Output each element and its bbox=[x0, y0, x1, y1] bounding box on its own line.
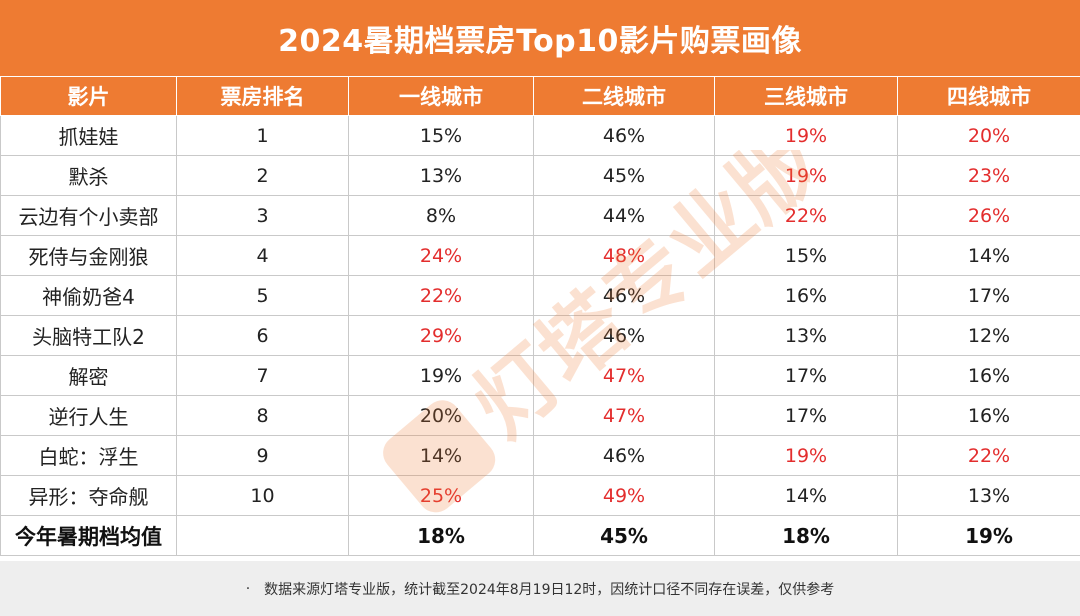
page-title: 2024暑期档票房Top10影片购票画像 bbox=[0, 0, 1080, 76]
tier3-cell: 16% bbox=[714, 275, 898, 316]
tier3-cell: 22% bbox=[714, 195, 898, 236]
tier4-cell: 13% bbox=[897, 475, 1080, 516]
tier3-cell: 19% bbox=[714, 435, 898, 476]
rank-cell: 5 bbox=[176, 275, 349, 316]
rank-cell: 4 bbox=[176, 235, 349, 276]
tier3-cell: 19% bbox=[714, 155, 898, 196]
tier2-cell: 47% bbox=[533, 355, 715, 396]
tier1-cell: 8% bbox=[348, 195, 534, 236]
average-tier2-cell: 45% bbox=[533, 515, 715, 556]
rank-cell: 7 bbox=[176, 355, 349, 396]
rank-cell: 3 bbox=[176, 195, 349, 236]
rank-cell: 2 bbox=[176, 155, 349, 196]
footer: · 数据来源灯塔专业版，统计截至2024年8月19日12时，因统计口径不同存在误… bbox=[0, 561, 1080, 616]
tier4-cell: 16% bbox=[897, 355, 1080, 396]
average-tier1-cell: 18% bbox=[348, 515, 534, 556]
table-row: 白蛇：浮生 9 14% 46% 19% 22% bbox=[0, 435, 1080, 476]
tier4-cell: 16% bbox=[897, 395, 1080, 436]
tier2-cell: 45% bbox=[533, 155, 715, 196]
header-tier4: 四线城市 bbox=[897, 76, 1080, 116]
tier4-cell: 17% bbox=[897, 275, 1080, 316]
tier3-cell: 15% bbox=[714, 235, 898, 276]
tier2-cell: 49% bbox=[533, 475, 715, 516]
tier4-cell: 22% bbox=[897, 435, 1080, 476]
film-name-cell: 逆行人生 bbox=[0, 395, 177, 436]
tier1-cell: 29% bbox=[348, 315, 534, 356]
rank-cell: 8 bbox=[176, 395, 349, 436]
tier3-cell: 17% bbox=[714, 395, 898, 436]
tier1-cell: 15% bbox=[348, 115, 534, 156]
footer-note: 数据来源灯塔专业版，统计截至2024年8月19日12时，因统计口径不同存在误差，… bbox=[264, 581, 835, 598]
tier3-cell: 17% bbox=[714, 355, 898, 396]
tier3-cell: 19% bbox=[714, 115, 898, 156]
average-tier4-cell: 19% bbox=[897, 515, 1080, 556]
film-name-cell: 白蛇：浮生 bbox=[0, 435, 177, 476]
table-row: 异形：夺命舰 10 25% 49% 14% 13% bbox=[0, 475, 1080, 516]
tier4-cell: 23% bbox=[897, 155, 1080, 196]
film-name-cell: 头脑特工队2 bbox=[0, 315, 177, 356]
tier2-cell: 46% bbox=[533, 435, 715, 476]
tier4-cell: 14% bbox=[897, 235, 1080, 276]
film-name-cell: 异形：夺命舰 bbox=[0, 475, 177, 516]
header-row: 影片 票房排名 一线城市 二线城市 三线城市 四线城市 bbox=[0, 76, 1080, 116]
header-tier1: 一线城市 bbox=[348, 76, 534, 116]
tier2-cell: 46% bbox=[533, 315, 715, 356]
average-label-cell: 今年暑期档均值 bbox=[0, 515, 177, 556]
table-row: 解密 7 19% 47% 17% 16% bbox=[0, 355, 1080, 396]
header-tier3: 三线城市 bbox=[714, 76, 898, 116]
film-name-cell: 抓娃娃 bbox=[0, 115, 177, 156]
rank-cell: 10 bbox=[176, 475, 349, 516]
tier3-cell: 14% bbox=[714, 475, 898, 516]
tier1-cell: 19% bbox=[348, 355, 534, 396]
table-row: 逆行人生 8 20% 47% 17% 16% bbox=[0, 395, 1080, 436]
tier3-cell: 13% bbox=[714, 315, 898, 356]
rank-cell: 6 bbox=[176, 315, 349, 356]
average-row: 今年暑期档均值 18% 45% 18% 19% bbox=[0, 515, 1080, 556]
header-tier2: 二线城市 bbox=[533, 76, 715, 116]
tier2-cell: 44% bbox=[533, 195, 715, 236]
header-rank: 票房排名 bbox=[176, 76, 349, 116]
rank-cell: 1 bbox=[176, 115, 349, 156]
tier1-cell: 20% bbox=[348, 395, 534, 436]
film-name-cell: 云边有个小卖部 bbox=[0, 195, 177, 236]
tier4-cell: 20% bbox=[897, 115, 1080, 156]
film-name-cell: 默杀 bbox=[0, 155, 177, 196]
table-row: 头脑特工队2 6 29% 46% 13% 12% bbox=[0, 315, 1080, 356]
tier1-cell: 14% bbox=[348, 435, 534, 476]
footer-bullet: · bbox=[245, 580, 251, 597]
average-tier3-cell: 18% bbox=[714, 515, 898, 556]
table-row: 抓娃娃 1 15% 46% 19% 20% bbox=[0, 115, 1080, 156]
tier1-cell: 13% bbox=[348, 155, 534, 196]
tier4-cell: 26% bbox=[897, 195, 1080, 236]
tier1-cell: 24% bbox=[348, 235, 534, 276]
tier1-cell: 22% bbox=[348, 275, 534, 316]
table-row: 默杀 2 13% 45% 19% 23% bbox=[0, 155, 1080, 196]
average-rank-cell bbox=[176, 515, 349, 556]
tier4-cell: 12% bbox=[897, 315, 1080, 356]
box-office-table: 影片 票房排名 一线城市 二线城市 三线城市 四线城市 抓娃娃 1 15% 46% 19… bbox=[0, 76, 1080, 556]
film-name-cell: 神偷奶爸4 bbox=[0, 275, 177, 316]
header-film: 影片 bbox=[0, 76, 177, 116]
tier2-cell: 48% bbox=[533, 235, 715, 276]
tier2-cell: 46% bbox=[533, 115, 715, 156]
film-name-cell: 死侍与金刚狼 bbox=[0, 235, 177, 276]
tier1-cell: 25% bbox=[348, 475, 534, 516]
tier2-cell: 47% bbox=[533, 395, 715, 436]
table-row: 云边有个小卖部 3 8% 44% 22% 26% bbox=[0, 195, 1080, 236]
table-row: 死侍与金刚狼 4 24% 48% 15% 14% bbox=[0, 235, 1080, 276]
table-row: 神偷奶爸4 5 22% 46% 16% 17% bbox=[0, 275, 1080, 316]
rank-cell: 9 bbox=[176, 435, 349, 476]
tier2-cell: 46% bbox=[533, 275, 715, 316]
film-name-cell: 解密 bbox=[0, 355, 177, 396]
